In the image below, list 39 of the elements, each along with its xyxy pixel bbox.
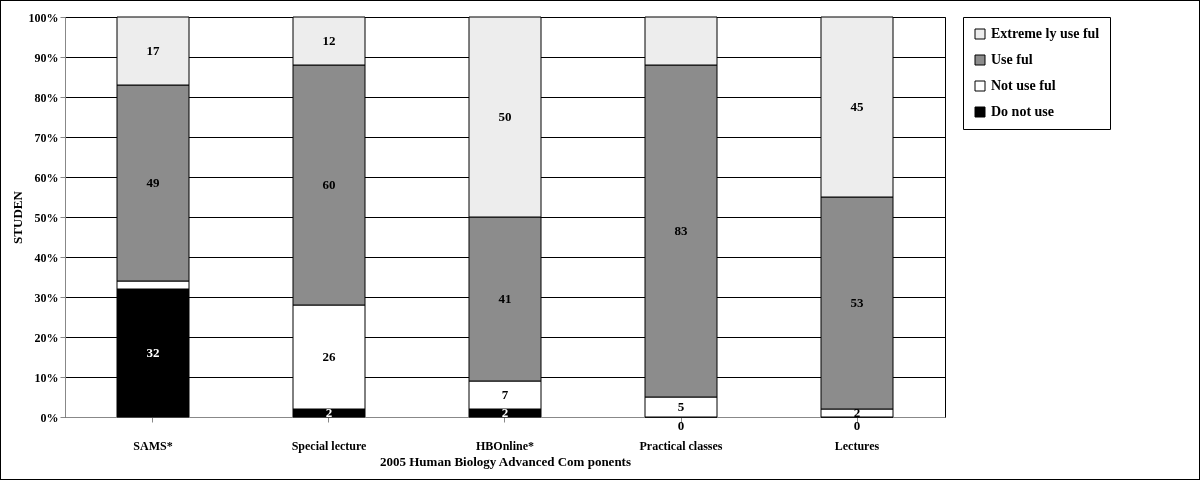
y-tick-label: 50% xyxy=(34,210,59,225)
data-label: 83 xyxy=(674,223,688,238)
x-axis-title: 2005 Human Biology Advanced Com ponents xyxy=(379,453,632,469)
data-label: 5 xyxy=(677,399,685,414)
data-label: 26 xyxy=(322,349,336,364)
data-label: 12 xyxy=(322,33,336,48)
x-tick-label: HBOnline* xyxy=(475,438,535,453)
x-tick-label: Special lecture xyxy=(291,438,368,453)
y-tick-label: 0% xyxy=(40,410,59,425)
data-label: 53 xyxy=(850,295,864,310)
legend-label: Do not use xyxy=(991,104,1055,119)
legend-label: Extreme ly use ful xyxy=(991,26,1100,41)
data-label: 17 xyxy=(146,43,160,58)
y-tick-label: 30% xyxy=(34,290,59,305)
data-label: 0 xyxy=(853,418,861,433)
data-label: 2 xyxy=(501,405,509,420)
data-label: 50 xyxy=(498,109,512,124)
y-tick-label: 100% xyxy=(28,10,59,25)
y-tick-label: 70% xyxy=(34,130,59,145)
y-tick-label: 60% xyxy=(34,170,59,185)
y-tick-label: 20% xyxy=(34,330,59,345)
data-label: 2 xyxy=(325,405,333,420)
y-tick-label: 10% xyxy=(34,370,59,385)
data-label: 60 xyxy=(322,177,336,192)
data-label: 41 xyxy=(498,291,512,306)
x-tick-label: Lectures xyxy=(834,438,880,453)
y-tick-label: 90% xyxy=(34,50,59,65)
legend-label: Not use ful xyxy=(991,78,1056,93)
x-tick-label: Practical classes xyxy=(639,438,723,453)
data-label: 7 xyxy=(501,387,509,402)
legend-label: Use ful xyxy=(991,52,1033,67)
y-tick-label: 40% xyxy=(34,250,59,265)
data-label: 0 xyxy=(677,418,685,433)
y-tick-label: 80% xyxy=(34,90,59,105)
data-label: 45 xyxy=(850,99,864,114)
x-tick-label: SAMS* xyxy=(133,438,173,453)
data-label: 49 xyxy=(146,175,160,190)
data-label: 32 xyxy=(146,345,160,360)
y-axis-title: STUDEN xyxy=(9,190,25,244)
